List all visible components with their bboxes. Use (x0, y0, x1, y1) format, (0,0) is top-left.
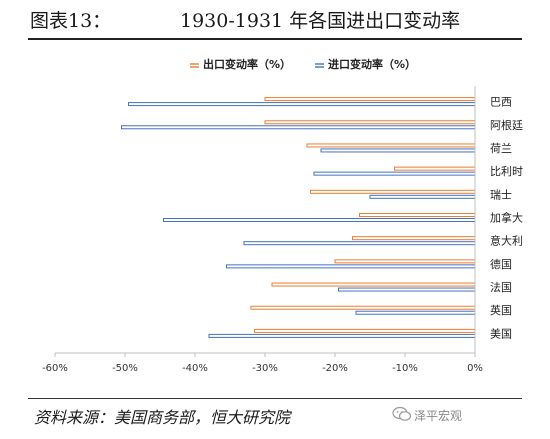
bar-export-1 (264, 120, 476, 125)
bar-export-9 (250, 305, 476, 310)
category-label-4: 瑞士 (490, 187, 512, 201)
x-tick-label-2: -40% (182, 363, 208, 374)
bar-export-7 (334, 259, 476, 264)
footer-rule (28, 398, 522, 399)
bar-export-6 (352, 236, 476, 241)
category-label-0: 巴西 (490, 96, 512, 109)
category-label-3: 比利时 (490, 165, 523, 178)
bar-import-3 (313, 171, 476, 176)
legend-label-import: 进口变动率（%） (328, 57, 416, 71)
chart-bars (121, 97, 476, 338)
category-label-6: 意大利 (490, 234, 523, 248)
bar-import-6 (243, 241, 476, 246)
source-note: 资料来源：美国商务部，恒大研究院 (34, 408, 291, 427)
wechat-icon (392, 406, 412, 421)
bar-export-10 (254, 328, 476, 333)
category-label-8: 法国 (490, 280, 512, 294)
category-label-9: 英国 (490, 303, 512, 317)
x-axis: -60% -50% -40% -30% -20% -10% 0% (42, 86, 483, 374)
bar-import-1 (121, 125, 476, 130)
category-label-5: 加拿大 (490, 211, 523, 225)
category-label-7: 德国 (490, 257, 512, 271)
bar-import-0 (128, 102, 476, 107)
x-tick-label-5: -10% (392, 363, 418, 374)
x-tick-label-6: 0% (467, 363, 483, 374)
legend-item-export: 出口变动率（%） (190, 57, 291, 71)
figure-title: 1930-1931 年各国进出口变动率 (180, 10, 461, 32)
title-rule (28, 38, 522, 40)
bar-export-0 (264, 97, 476, 102)
bar-import-7 (226, 264, 476, 269)
category-label-2: 荷兰 (490, 142, 512, 155)
figure-label: 图表13： (30, 10, 112, 32)
bar-export-5 (359, 213, 476, 217)
bar-import-5 (163, 218, 476, 222)
bar-import-8 (338, 287, 476, 292)
x-tick-label-0: -60% (42, 363, 68, 374)
bar-chart: 出口变动率（%） 进口变动率（%） -60% -50% -40% -30% -20% -10… (42, 57, 523, 374)
figure-header: 图表13： 1930-1931 年各国进出口变动率 (0, 0, 550, 38)
bar-export-4 (310, 189, 476, 194)
bar-import-10 (208, 333, 476, 338)
x-tick-label-1: -50% (112, 363, 138, 374)
bar-import-2 (320, 148, 476, 153)
legend-label-export: 出口变动率（%） (203, 57, 291, 71)
bar-import-9 (355, 310, 476, 315)
chart-legend: 出口变动率（%） 进口变动率（%） (190, 57, 416, 71)
watermark-text: 泽平宏观 (414, 409, 463, 423)
category-label-1: 阿根廷 (490, 118, 523, 132)
x-tick-label-4: -20% (322, 363, 348, 374)
legend-item-import: 进口变动率（%） (315, 57, 416, 71)
bar-export-2 (306, 143, 476, 148)
x-tick-label-3: -30% (252, 363, 278, 374)
category-label-10: 美国 (490, 327, 512, 340)
bar-export-3 (394, 166, 476, 171)
bar-export-8 (271, 282, 476, 287)
bar-import-4 (369, 194, 476, 199)
